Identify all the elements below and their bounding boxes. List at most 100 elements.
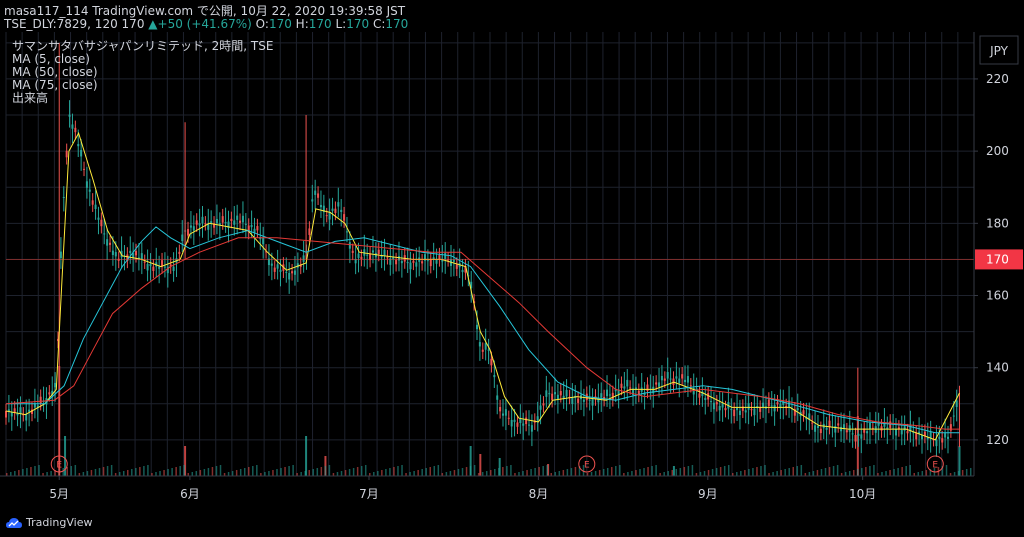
volume-bar (494, 469, 496, 476)
volume-bar (498, 458, 501, 476)
candle-body (178, 251, 181, 254)
volume-bar (695, 473, 698, 476)
candle-body (253, 228, 256, 234)
tradingview-logo[interactable]: TradingView (6, 516, 92, 529)
candle-body (588, 399, 591, 401)
volume-bar (590, 472, 593, 476)
candle-body (678, 378, 681, 383)
volume-bar (106, 466, 109, 476)
candle-body (802, 410, 805, 415)
legend-ma50[interactable]: MA (50, close) (12, 65, 98, 79)
candle-body (883, 422, 886, 427)
candle-body (724, 408, 727, 411)
candle-body (773, 404, 776, 412)
candle-body (389, 258, 392, 265)
volume-bar (389, 468, 391, 476)
volume-bar (215, 466, 218, 476)
candle-body (493, 374, 496, 378)
candle-body (603, 396, 606, 400)
volume-bar (490, 470, 492, 476)
volume-bar (804, 473, 807, 476)
volume-bar (606, 468, 609, 476)
candle-body (516, 422, 519, 427)
volume-bar (159, 471, 161, 476)
candle-body (80, 149, 83, 157)
candle-body (941, 438, 944, 443)
volume-bar (631, 471, 633, 476)
candle-body (623, 386, 626, 389)
candle-body (744, 410, 747, 413)
volume-bar (90, 470, 93, 476)
volume-bar (772, 472, 774, 476)
volume-bar (651, 466, 653, 476)
volume-bar (727, 465, 730, 476)
volume-bar (740, 471, 742, 476)
volume-bar (300, 472, 302, 476)
candle-body (554, 392, 557, 395)
candle-body (429, 259, 432, 267)
candle-body (845, 430, 848, 433)
candle-body (221, 216, 224, 223)
candle-body (369, 253, 372, 261)
volume-bar (187, 473, 189, 476)
candle-body (840, 426, 843, 432)
volume-bar (175, 467, 177, 476)
tradingview-brand: TradingView (26, 516, 93, 529)
candle-body (291, 271, 294, 274)
candle-body (952, 415, 955, 417)
volume-bar (46, 472, 48, 476)
candle-body (582, 399, 585, 402)
volume-bar (623, 473, 625, 476)
candle-body (782, 400, 785, 405)
candle-body (955, 400, 958, 407)
legend-volume[interactable]: 出来高 (12, 91, 49, 105)
volume-bar (913, 473, 915, 476)
candle-body (897, 427, 900, 430)
volume-bar (227, 472, 230, 476)
volume-bar (127, 470, 129, 476)
candle-body (68, 114, 71, 117)
candle-body (181, 234, 184, 242)
volume-bar (905, 466, 907, 476)
candle-body (710, 401, 713, 403)
volume-bar (586, 473, 589, 476)
candle-body (663, 378, 666, 381)
tradingview-cloud-icon (6, 517, 22, 528)
candle-body (733, 409, 736, 417)
candle-body (109, 242, 112, 245)
x-tick-label: 7月 (359, 487, 379, 501)
volume-bar (857, 469, 859, 476)
candle-body (311, 199, 314, 202)
candle-body (158, 266, 161, 269)
candle-body (487, 349, 490, 351)
candle-body (163, 266, 166, 268)
volume-bar (219, 465, 222, 476)
price-chart[interactable]: E E E JPY 120 140 160 180 200 220 170 5月 6月 7月 8月 9月 10月 (0, 32, 1024, 508)
candle-body (880, 426, 883, 431)
candle-body (204, 223, 207, 225)
volume-bar (421, 469, 423, 476)
x-tick-label: 8月 (529, 487, 549, 501)
candle-body (308, 228, 311, 235)
volume-bar (155, 472, 157, 476)
candle-body (614, 389, 617, 392)
candle-body (129, 250, 132, 253)
volume-bar (179, 466, 181, 476)
volume-bar (62, 468, 64, 476)
volume-bar (615, 466, 617, 476)
high-value: 170 (308, 17, 332, 31)
volume-bar (869, 466, 871, 476)
candle-body (62, 196, 65, 198)
volume-bar (82, 472, 85, 476)
candle-body (198, 223, 201, 226)
volume-bar (635, 470, 637, 476)
legend-ma5[interactable]: MA (5, close) (12, 52, 90, 66)
legend-ma75[interactable]: MA (75, close) (12, 78, 98, 92)
volume-bar (22, 469, 24, 476)
candle-body (701, 391, 704, 397)
candle-body (444, 252, 447, 260)
candle-body (380, 255, 383, 258)
volume-bar (199, 470, 202, 476)
volume-bar (949, 473, 952, 476)
candle-body (288, 272, 291, 280)
